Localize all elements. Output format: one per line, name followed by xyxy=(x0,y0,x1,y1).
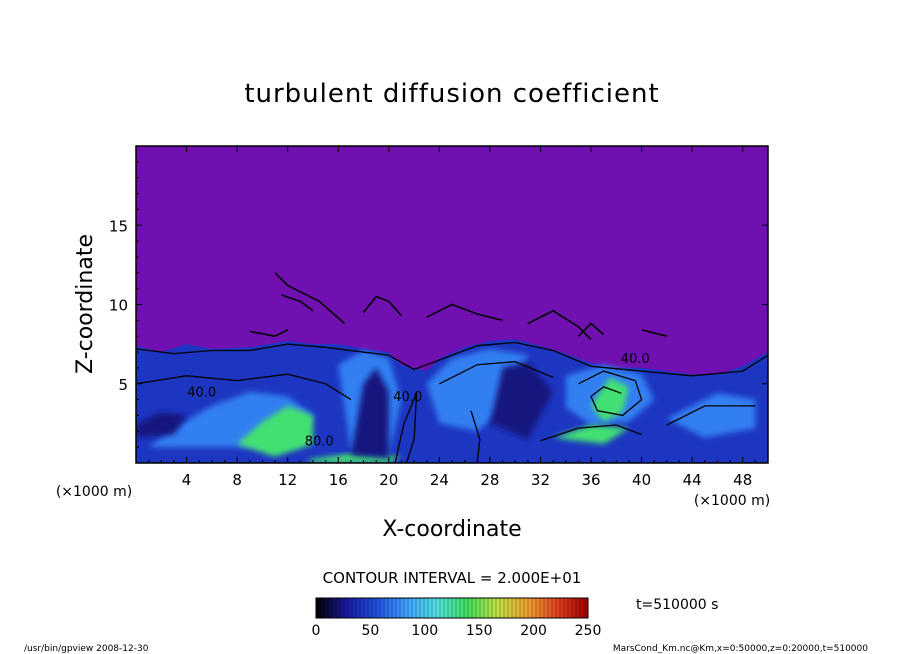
colorbar-stripes xyxy=(315,598,589,618)
colorbar-tick-label: 100 xyxy=(411,623,438,639)
x-tick-label: 20 xyxy=(379,471,398,489)
colorbar: 0 50 100 150 200 250 xyxy=(312,597,602,639)
turbulence-wisp xyxy=(527,309,592,340)
y-tick-label: 15 xyxy=(109,217,128,235)
y-axis: 5 10 15 xyxy=(109,161,768,448)
x-tick-label: 8 xyxy=(232,471,242,489)
contour-line xyxy=(439,360,554,385)
x-tick-label: 12 xyxy=(278,471,297,489)
x-tick-label: 16 xyxy=(329,471,348,489)
time-label: t=510000 s xyxy=(636,597,718,613)
turbulence-wisp xyxy=(641,329,668,337)
turbulence-wisp xyxy=(249,329,289,338)
contour-label: 80.0 xyxy=(305,435,334,450)
x-tick-label: 32 xyxy=(531,471,550,489)
chart-title: turbulent diffusion coefficient xyxy=(244,79,659,109)
y-axis-label: Z-coordinate xyxy=(73,234,98,374)
plot-area: 40.0 40.0 80.0 40.0 xyxy=(136,146,768,463)
contour-line xyxy=(136,373,352,401)
colorbar-tick-label: 250 xyxy=(575,623,602,639)
colorbar-tick-label: 150 xyxy=(466,623,493,639)
diffusion-field xyxy=(136,339,768,463)
x-axis-label: X-coordinate xyxy=(382,517,521,542)
turbulence-wisp xyxy=(362,295,403,317)
x-tick-label: 48 xyxy=(733,471,752,489)
x-tick-label: 40 xyxy=(632,471,651,489)
contour-label: 40.0 xyxy=(393,390,422,405)
contour-label: 40.0 xyxy=(621,352,650,367)
x-tick-label: 36 xyxy=(581,471,600,489)
footer-left: /usr/bin/gpview 2008-12-30 xyxy=(24,644,149,654)
contour-line xyxy=(578,370,643,417)
eddy-core xyxy=(237,405,313,457)
contour-lines xyxy=(136,272,768,463)
contour-line xyxy=(394,393,418,463)
contour-line xyxy=(470,410,481,463)
y-tick-label: 5 xyxy=(118,376,128,394)
x-tick-label: 28 xyxy=(480,471,499,489)
turbulence-wisp xyxy=(281,294,314,312)
contour-line xyxy=(136,341,768,377)
low-diffusion-pocket xyxy=(350,367,389,459)
contour-labels: 40.0 40.0 80.0 40.0 xyxy=(187,352,650,449)
y-tick-label: 10 xyxy=(109,297,128,315)
footer-right: MarsCond_Km.nc@Km,x=0:50000,z=0:20000,t=… xyxy=(613,644,868,654)
turbulence-wisp xyxy=(426,303,503,322)
colorbar-ticks: 0 50 100 150 200 250 xyxy=(312,623,602,639)
x-unit-label: (×1000 m) xyxy=(694,493,770,509)
colorbar-bar xyxy=(315,597,589,619)
colorbar-tick-label: 50 xyxy=(361,623,379,639)
x-tick-label: 4 xyxy=(182,471,192,489)
contour-line xyxy=(540,424,642,442)
high-diffusion-zone xyxy=(666,393,756,438)
low-diffusion-pocket xyxy=(136,412,187,438)
contour-line xyxy=(666,405,756,426)
turbulence-wisp xyxy=(274,272,346,325)
x-tick-label: 44 xyxy=(683,471,702,489)
colorbar-tick-label: 200 xyxy=(520,623,547,639)
z-unit-label: (×1000 m) xyxy=(56,484,132,500)
contour-label: 40.0 xyxy=(187,385,216,400)
turbulence-wisp xyxy=(577,322,605,337)
colorbar-tick-label: 0 xyxy=(312,623,321,639)
x-tick-label: 24 xyxy=(430,471,449,489)
low-diffusion-pocket xyxy=(489,361,554,440)
x-axis: 4 8 12 16 20 24 28 32 36 40 44 48 xyxy=(148,146,756,489)
contour-interval-label: CONTOUR INTERVAL = 2.000E+01 xyxy=(323,569,582,587)
eddy-core xyxy=(553,425,629,444)
